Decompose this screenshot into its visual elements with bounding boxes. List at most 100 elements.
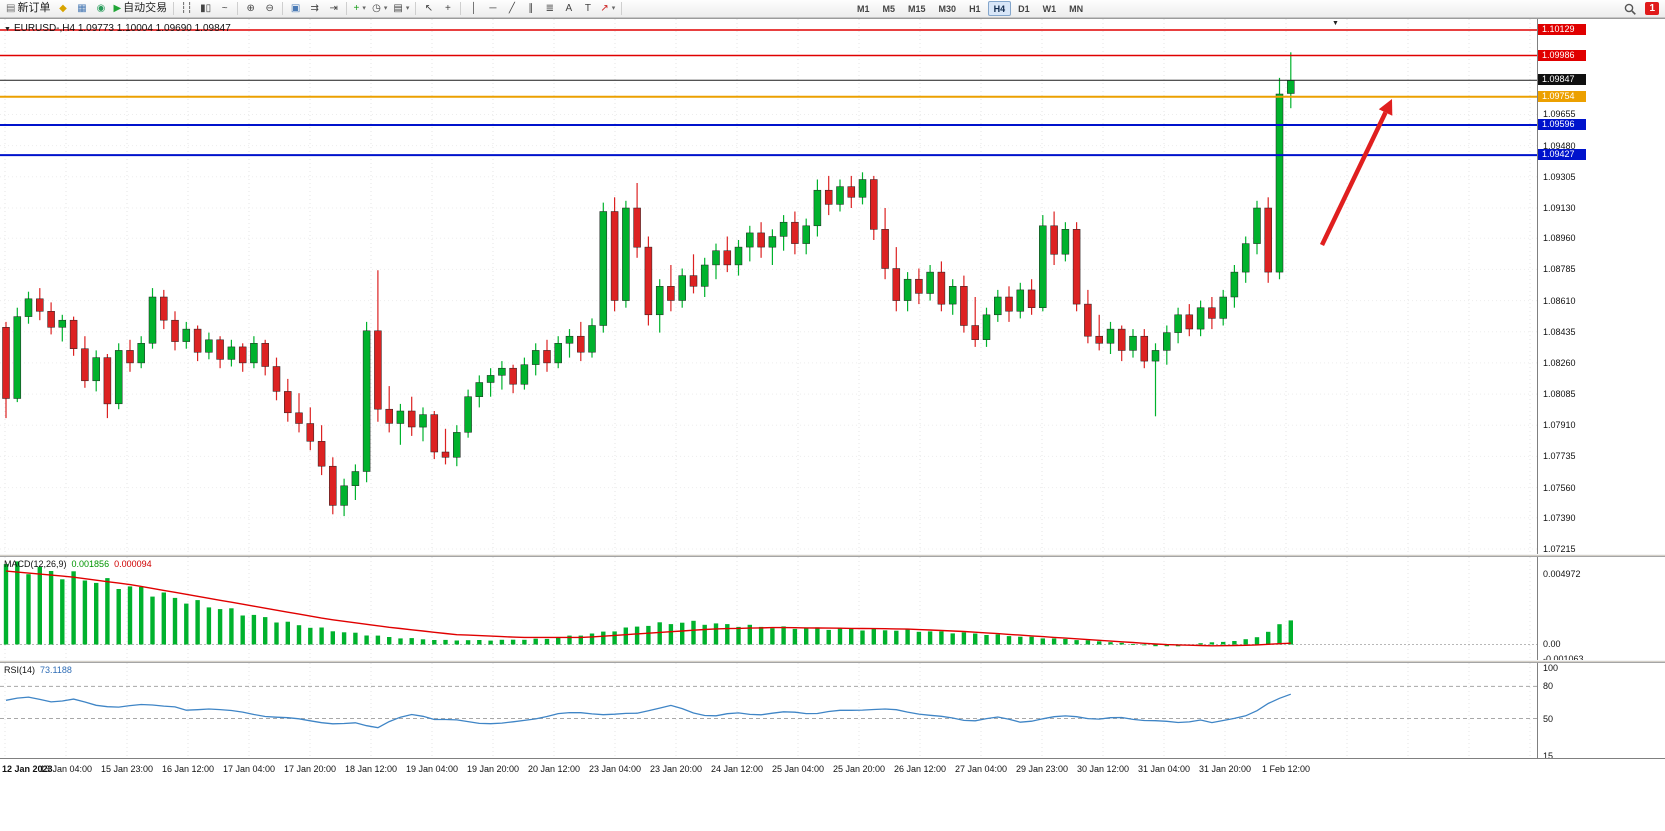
text-label-button[interactable]: T	[578, 1, 597, 17]
toolbar-separator	[415, 2, 417, 15]
trendline-icon: ╱	[508, 2, 515, 14]
trendline-button[interactable]: ╱	[502, 1, 521, 17]
crosshair-button[interactable]: +	[438, 1, 457, 17]
price-axis-tick: 1.08785	[1543, 264, 1576, 275]
new-order-button[interactable]: ▤ 新订单	[3, 1, 53, 17]
macd-pane[interactable]: MACD(12,26,9) 0.001856 0.000094	[0, 557, 1537, 660]
toolbar-main-group: ▤ 新订单 ◆ ▦ ◉ ▶ 自动交易 ┆┆ ▮▯ ~ ⊕ ⊖ ▣ ⇉ ⇥ + ▾ ◷ ▾ ▤ ▾ ↖ + │ ─ ╱ ∥ ≣ A T ↗ ▾	[3, 1, 845, 17]
text-button[interactable]: A	[559, 1, 578, 17]
chart-shift-button[interactable]: ⇥	[324, 1, 343, 17]
price-badge: 1.09427	[1538, 149, 1586, 161]
arrows-icon: ↗	[600, 2, 609, 14]
arrows-button[interactable]: ↗ ▾	[597, 1, 618, 17]
rsi-chart[interactable]	[0, 663, 1537, 758]
pane-divider-macd[interactable]	[0, 554, 1665, 557]
price-badge: 1.09596	[1538, 119, 1586, 130]
price-axis-tick: 1.09480	[1543, 140, 1576, 151]
time-axis-label: 25 Jan 20:00	[832, 764, 886, 774]
price-badge: 1.10129	[1538, 24, 1586, 35]
vertical-line-button[interactable]: │	[464, 1, 483, 17]
rsi-axis-label: 100	[1543, 663, 1559, 673]
tf-button-d1[interactable]: D1	[1018, 3, 1030, 14]
toolbar-separator	[237, 2, 239, 15]
indicators-icon: +	[353, 2, 360, 14]
rsi-value: 73.1188	[40, 665, 72, 675]
periods-icon: ◷	[372, 2, 381, 14]
tf-button-w1[interactable]: W1	[1042, 3, 1057, 14]
line-chart-type-icon: ~	[221, 2, 228, 14]
text-label-icon: T	[584, 2, 591, 14]
toolbar-separator	[346, 2, 348, 15]
pane-divider-rsi[interactable]	[0, 660, 1665, 663]
price-axis-tick: 1.09655	[1543, 109, 1576, 120]
time-axis[interactable]: 12 Jan 2023 13 Jan 04:00 15 Jan 23:00 16 Ja…	[0, 758, 1665, 781]
time-axis-label: 26 Jan 12:00	[893, 764, 947, 774]
notification-badge[interactable]: 1	[1645, 2, 1659, 15]
crosshair-icon: +	[444, 2, 451, 14]
market-watch-icon-button[interactable]: ▦	[72, 1, 91, 17]
toolbar-separator	[460, 2, 462, 15]
time-axis-label: 16 Jan 12:00	[161, 764, 215, 774]
time-axis-label: 18 Jan 12:00	[344, 764, 398, 774]
cursor-icon: ↖	[424, 2, 434, 14]
candlestick-type-button[interactable]: ▮▯	[196, 1, 215, 17]
charts-icon-button[interactable]: ◆	[53, 1, 72, 17]
tf-button-mn[interactable]: MN	[1069, 3, 1084, 14]
main-chart-pane[interactable]: ▼ EURUSD-,H4 1.09773 1.10004 1.09690 1.0…	[0, 19, 1537, 554]
price-axis-tick: 1.07910	[1543, 420, 1576, 431]
time-axis-label: 20 Jan 12:00	[527, 764, 581, 774]
toolbar-right-group: 1	[1620, 1, 1662, 17]
toolbar-separator	[173, 2, 175, 15]
macd-chart[interactable]	[0, 557, 1537, 660]
templates-button[interactable]: ▤ ▾	[390, 1, 412, 17]
tf-button-m5[interactable]: M5	[882, 3, 896, 14]
tf-button-h1[interactable]: H1	[969, 3, 981, 14]
auto-scroll-icon: ⇉	[310, 2, 319, 14]
toolbar-separator	[282, 2, 284, 15]
macd-label: MACD(12,26,9)	[4, 559, 67, 569]
fibonacci-button[interactable]: ≣	[540, 1, 559, 17]
macd-signal-value: 0.000094	[114, 559, 152, 569]
channel-button[interactable]: ∥	[521, 1, 540, 17]
time-axis-label: 24 Jan 12:00	[710, 764, 764, 774]
macd-header: MACD(12,26,9) 0.001856 0.000094	[4, 559, 152, 569]
macd-axis-label: -0.001063	[1543, 654, 1584, 664]
tf-button-m15[interactable]: M15	[908, 3, 926, 14]
rsi-pane[interactable]: RSI(14) 73.1188	[0, 663, 1537, 758]
chart-shift-marker-icon[interactable]: ▼	[1332, 20, 1339, 27]
tf-button-h4[interactable]: H4	[987, 1, 1012, 16]
tf-button-m30[interactable]: M30	[938, 3, 957, 14]
time-axis-label: 23 Jan 20:00	[649, 764, 703, 774]
price-badge: 1.09847	[1538, 74, 1586, 86]
bar-chart-type-button[interactable]: ┆┆	[177, 1, 196, 17]
candlestick-chart[interactable]	[0, 19, 1537, 554]
price-axis-tick: 1.08260	[1543, 357, 1576, 368]
periods-button[interactable]: ◷ ▾	[369, 1, 390, 17]
horizontal-line-button[interactable]: ─	[483, 1, 502, 17]
zoom-out-button[interactable]: ⊖	[260, 1, 279, 17]
autotrading-button[interactable]: ▶ 自动交易	[110, 1, 170, 17]
symbol-dropdown-icon: ▼	[4, 26, 11, 33]
zoom-in-button[interactable]: ⊕	[241, 1, 260, 17]
toolbar-separator	[621, 2, 623, 15]
price-axis-tick: 1.07735	[1543, 451, 1576, 462]
bar-chart-type-icon: ┆┆	[180, 2, 193, 14]
search-icon[interactable]	[1620, 1, 1640, 17]
price-badge: 1.09986	[1538, 49, 1586, 61]
price-axis-tick: 1.07215	[1543, 544, 1576, 554]
fibonacci-icon: ≣	[545, 2, 555, 14]
cursor-button[interactable]: ↖	[419, 1, 438, 17]
tf-button-m1[interactable]: M1	[857, 3, 870, 14]
price-axis-tick: 1.07560	[1543, 482, 1576, 493]
auto-scroll-button[interactable]: ⇉	[305, 1, 324, 17]
chevron-down-icon: ▾	[383, 5, 388, 12]
time-axis-label: 23 Jan 04:00	[588, 764, 642, 774]
tile-windows-button[interactable]: ▣	[286, 1, 305, 17]
metaquotes-icon-button[interactable]: ◉	[91, 1, 110, 17]
line-chart-type-button[interactable]: ~	[215, 1, 234, 17]
time-axis-label: 31 Jan 20:00	[1198, 764, 1252, 774]
indicators-button[interactable]: + ▾	[350, 1, 369, 17]
price-axis[interactable]: 1.09655 1.09480 1.09305 1.09130 1.08960 1.087…	[1537, 19, 1665, 761]
vertical-line-icon: │	[470, 2, 477, 14]
rsi-axis-label: 50	[1543, 713, 1554, 724]
